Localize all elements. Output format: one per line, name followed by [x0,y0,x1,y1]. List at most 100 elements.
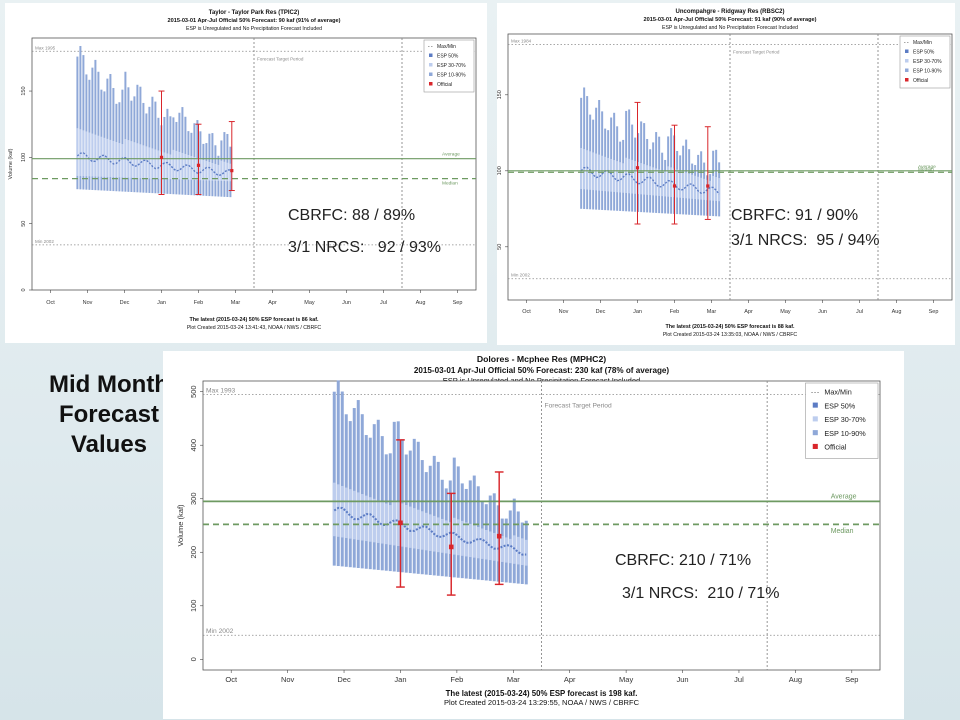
esp-inner-bar [613,160,616,192]
esp-inner-bar [157,150,160,179]
esp-inner-bar [664,171,667,197]
legend-swatch [905,49,909,53]
x-tick-label: Oct [522,309,531,315]
legend-label: Official [913,78,928,84]
esp-inner-bar [94,134,97,177]
ridgway-cbrfc-note: CBRFC: 91 / 90% [731,207,859,224]
esp-inner-bar [661,170,664,197]
esp-inner-bar [136,143,139,179]
y-tick-label: 150 [21,86,27,95]
esp-inner-bar [392,500,396,546]
esp-inner-bar [619,162,622,193]
min-label: Min 2002 [206,628,234,635]
x-tick-label: Mar [507,675,520,684]
x-tick-label: Jan [157,300,166,306]
x-tick-label: Feb [670,309,679,315]
dolores-nrcs-note: 3/1 NRCS: 210 / 71% [622,585,780,602]
esp-inner-bar [184,153,187,180]
x-tick-label: Aug [789,675,802,684]
esp-inner-bar [424,512,428,551]
esp-inner-bar [229,163,232,182]
esp-inner-bar [169,154,172,180]
chart-panel-dolores: Dolores - Mcphee Res (MPHC2) 2015-03-01 A… [163,351,904,719]
legend-swatch [812,443,818,449]
esp-inner-bar [412,508,416,549]
esp-inner-bar [484,529,488,560]
legend-label: Official [824,443,846,452]
legend-swatch [429,63,433,67]
esp-inner-bar [488,531,492,561]
y-tick-label: 0 [189,657,198,661]
x-tick-label: Nov [559,309,569,315]
legend-label: ESP 50% [824,401,855,410]
taylor-nrcs-note: 3/1 NRCS: 92 / 93% [288,239,441,256]
esp-inner-bar [172,149,175,180]
legend-swatch [812,416,818,422]
chart-title: Dolores - Mcphee Res (MPHC2) [477,354,606,364]
x-tick-label: Nov [83,300,93,306]
y-tick-label: 500 [189,385,198,398]
esp-inner-bar [76,128,79,176]
esp-inner-bar [360,494,364,541]
side-title-line-1: Mid Month [49,371,169,398]
average-label: Average [918,164,936,170]
chart-subtitle-note: ESP is Unregulated and No Precipitation … [662,25,798,31]
esp-outer-bar [151,96,154,194]
esp-inner-bar [655,168,658,196]
legend-swatch [905,78,909,82]
esp-inner-bar [607,157,610,192]
x-tick-label: May [780,309,791,315]
esp-inner-bar [130,141,133,178]
y-tick-label: 100 [21,153,27,162]
esp-inner-bar [103,137,106,177]
esp-outer-bar [76,56,79,190]
esp-outer-bar [154,101,157,194]
esp-inner-bar [97,135,100,177]
chart-footer: The latest (2015-03-24) 50% ESP forecast… [189,317,319,323]
esp-inner-bar [214,163,217,181]
esp-inner-bar [368,497,372,542]
x-tick-label: Dec [337,675,351,684]
esp-inner-bar [703,178,706,200]
x-tick-label: May [619,675,633,684]
median-label: Median [918,166,934,172]
esp-inner-bar [492,532,496,561]
esp-inner-bar [640,163,643,195]
max-label: Max 1995 [35,45,56,50]
x-tick-label: Apr [564,675,576,684]
esp-outer-bar [412,438,416,574]
esp-inner-bar [616,161,619,193]
esp-inner-bar [604,156,607,192]
chart-title: Taylor - Taylor Park Res (TPIC2) [209,10,299,16]
esp-inner-bar [480,528,484,559]
official-point [196,163,201,167]
y-tick-label: 200 [189,546,198,559]
official-point [706,184,710,188]
x-tick-label: Jan [394,675,406,684]
esp-inner-bar [697,176,700,200]
esp-inner-bar [516,536,520,565]
x-tick-label: Jul [734,675,744,684]
chart-panel-ridgway: Uncompahgre - Ridgway Res (RBSC2) 2015-03… [497,3,955,345]
chart-panel-taylor: Taylor - Taylor Park Res (TPIC2) 2015-03-… [5,3,487,343]
esp-inner-bar [344,487,348,539]
esp-inner-bar [139,144,142,179]
esp-inner-bar [408,506,412,548]
x-tick-label: Jan [633,309,642,315]
legend-label: ESP 50% [437,54,459,60]
esp-inner-bar [500,535,504,562]
x-tick-label: Oct [225,675,238,684]
x-tick-label: Mar [231,300,241,306]
esp-inner-bar [151,148,154,179]
esp-inner-bar [88,132,91,177]
chart-footer-created: Plot Created 2015-03-24 13:35:03, NOAA /… [663,332,798,338]
esp-inner-bar [460,520,464,556]
esp-outer-bar [452,457,456,578]
max-label: Max 1993 [206,387,236,394]
esp-inner-bar [178,151,181,180]
chart-taylor: Taylor - Taylor Park Res (TPIC2) 2015-03-… [8,10,477,331]
esp-inner-bar [220,160,223,181]
target-period-label: Forecast Target Period [545,402,613,409]
legend-label: ESP 10-90% [437,73,466,79]
chart-footer-created: Plot Created 2015-03-24 13:29:55, NOAA /… [444,698,640,707]
